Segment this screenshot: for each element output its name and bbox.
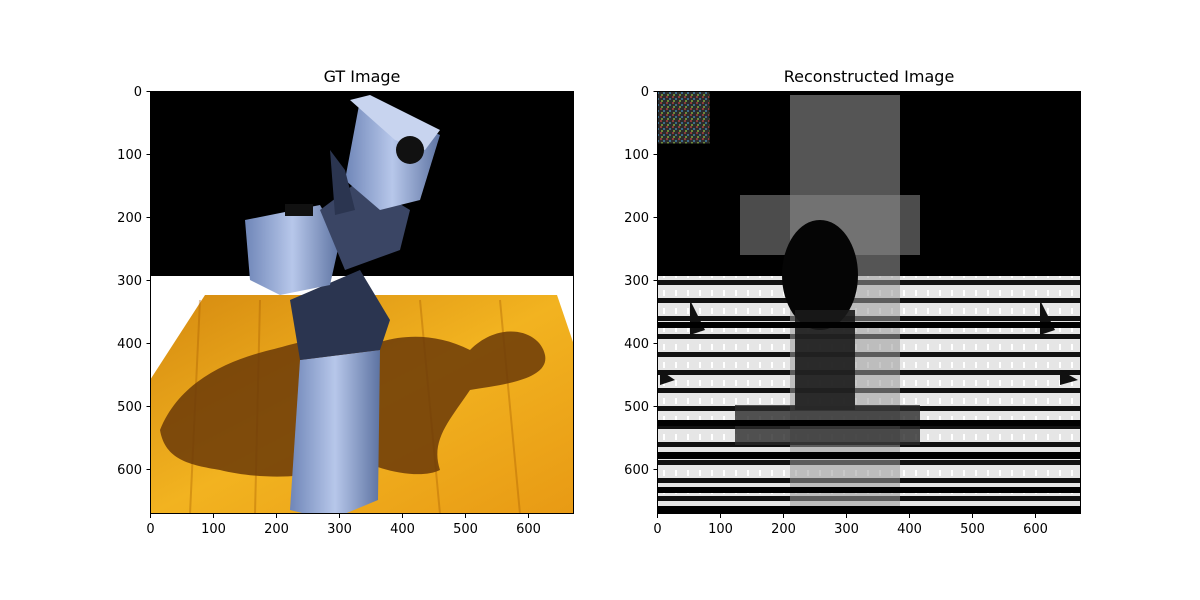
gt-ytick-600: 600 — [117, 463, 142, 478]
reconstructed-image-content — [657, 91, 1081, 514]
rec-ytick-400: 400 — [624, 337, 649, 352]
rec-xtick-100: 100 — [708, 522, 733, 537]
gt-ytick-100: 100 — [117, 148, 142, 163]
rec-ytick-200: 200 — [624, 211, 649, 226]
reconstructed-image-title: Reconstructed Image — [784, 67, 955, 86]
gt-ytick-500: 500 — [117, 400, 142, 415]
gt-x-axis: 0 100 200 300 400 500 600 — [146, 514, 541, 537]
rec-xtick-500: 500 — [960, 522, 985, 537]
gt-ytick-300: 300 — [117, 274, 142, 289]
reconstructed-y-axis: 0 100 200 300 400 500 600 — [624, 85, 658, 478]
gt-xtick-100: 100 — [201, 522, 226, 537]
gt-y-axis: 0 100 200 300 400 500 600 — [117, 85, 151, 478]
gt-xtick-400: 400 — [390, 522, 415, 537]
rec-ytick-500: 500 — [624, 400, 649, 415]
reconstructed-axes-frame — [657, 91, 1081, 514]
rec-xtick-600: 600 — [1023, 522, 1048, 537]
gt-xtick-300: 300 — [327, 522, 352, 537]
rec-xtick-200: 200 — [771, 522, 796, 537]
gt-xtick-200: 200 — [264, 522, 289, 537]
gt-xtick-500: 500 — [453, 522, 478, 537]
rec-xtick-400: 400 — [897, 522, 922, 537]
gt-image-title: GT Image — [324, 67, 401, 86]
gt-ytick-400: 400 — [117, 337, 142, 352]
reconstructed-image-panel: Reconstructed Image — [624, 67, 1081, 537]
gt-xtick-600: 600 — [516, 522, 541, 537]
gt-ytick-200: 200 — [117, 211, 142, 226]
rec-ytick-0: 0 — [641, 85, 649, 100]
gt-axes-frame — [150, 91, 574, 514]
gt-ytick-0: 0 — [134, 85, 142, 100]
gt-xtick-0: 0 — [146, 522, 154, 537]
rec-xtick-0: 0 — [653, 522, 661, 537]
gt-image-panel: GT Image — [117, 67, 574, 537]
rec-ytick-100: 100 — [624, 148, 649, 163]
rec-xtick-300: 300 — [834, 522, 859, 537]
rec-ytick-600: 600 — [624, 463, 649, 478]
reconstructed-x-axis: 0 100 200 300 400 500 600 — [653, 514, 1048, 537]
rec-ytick-300: 300 — [624, 274, 649, 289]
gt-image-content — [150, 91, 574, 514]
